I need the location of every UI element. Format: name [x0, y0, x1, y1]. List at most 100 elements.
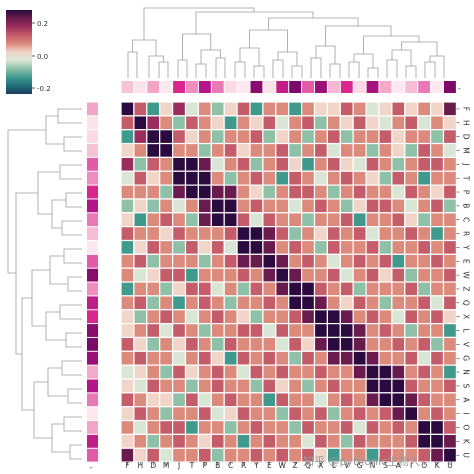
heatmap-cell	[275, 170, 290, 186]
heatmap-cell	[172, 419, 187, 435]
heatmap-cell	[197, 115, 212, 131]
heatmap-cell	[120, 419, 135, 435]
heatmap-cell	[223, 129, 238, 145]
y-tick-label: U	[461, 452, 470, 458]
heatmap-cell	[262, 198, 277, 214]
heatmap-cell	[352, 198, 367, 214]
column-side-color	[327, 81, 340, 93]
heatmap-cell	[404, 323, 419, 339]
x-tick-label: N	[370, 461, 376, 470]
y-tick-label: W	[461, 271, 470, 279]
heatmap-cell	[133, 433, 148, 449]
heatmap-cell	[301, 364, 316, 380]
heatmap-cell	[120, 323, 135, 339]
heatmap-cell	[391, 267, 406, 283]
heatmap-cell	[301, 212, 316, 228]
heatmap-cell	[262, 419, 277, 435]
column-side-color	[405, 81, 418, 93]
heatmap-cell	[184, 378, 199, 394]
heatmap-cell	[275, 406, 290, 422]
heatmap-cell	[288, 350, 303, 366]
heatmap-cell	[146, 323, 161, 339]
x-tick-label: R	[241, 461, 246, 470]
heatmap-cell	[301, 142, 316, 159]
heatmap-cell	[275, 281, 290, 297]
y-tick-label: V	[461, 342, 470, 348]
heatmap-cell	[120, 184, 135, 200]
heatmap-cell	[172, 115, 187, 131]
heatmap-cell	[417, 212, 432, 228]
heatmap-cell	[417, 184, 432, 200]
heatmap-cell	[326, 253, 341, 269]
heatmap-cell	[391, 142, 406, 159]
heatmap-cell	[133, 364, 148, 380]
heatmap-cell	[184, 350, 199, 366]
heatmap-cell	[197, 253, 212, 269]
heatmap-cell	[223, 323, 238, 339]
heatmap-cell	[339, 309, 354, 325]
heatmap-cell	[197, 212, 212, 228]
heatmap-cell	[391, 226, 406, 242]
heatmap-cell	[236, 226, 251, 242]
heatmap-cell	[430, 392, 445, 408]
heatmap-cell	[442, 115, 457, 131]
heatmap-cell	[378, 323, 393, 339]
heatmap-cell	[378, 295, 393, 311]
heatmap-cell	[262, 212, 277, 228]
y-tick-label: Q	[461, 300, 470, 306]
heatmap-cell	[404, 419, 419, 435]
heatmap-cell	[210, 323, 225, 339]
heatmap-cell	[352, 323, 367, 339]
row-side-color	[87, 199, 98, 213]
column-side-color	[392, 81, 405, 93]
heatmap-cell	[210, 198, 225, 214]
heatmap-cell	[430, 378, 445, 394]
heatmap-cell	[133, 184, 148, 200]
heatmap-cell	[326, 115, 341, 131]
heatmap-cell	[417, 392, 432, 408]
heatmap-cell	[133, 281, 148, 297]
heatmap-cell	[120, 156, 135, 172]
heatmap-cell	[197, 226, 212, 242]
x-tick-label: E	[267, 461, 272, 470]
heatmap-cell	[430, 156, 445, 172]
heatmap-cell	[391, 392, 406, 408]
heatmap-cell	[223, 433, 238, 449]
heatmap-cell	[184, 364, 199, 380]
heatmap-cell	[184, 226, 199, 242]
heatmap-cell	[249, 309, 264, 325]
heatmap-cell	[120, 239, 135, 255]
heatmap-cell	[442, 406, 457, 422]
heatmap-cell	[146, 115, 161, 131]
heatmap-cell	[249, 267, 264, 283]
heatmap-cell	[133, 253, 148, 269]
heatmap-cell	[210, 406, 225, 422]
heatmap-cell	[172, 378, 187, 394]
heatmap-cell	[172, 198, 187, 214]
x-tick-label: Y	[253, 461, 259, 470]
x-tick-label: D	[150, 461, 156, 470]
heatmap-cell	[365, 184, 380, 200]
heatmap-cell	[352, 364, 367, 380]
heatmap-cell	[262, 226, 277, 242]
heatmap-cell	[184, 392, 199, 408]
heatmap-cell	[159, 156, 174, 172]
heatmap-cell	[223, 198, 238, 214]
heatmap-cell	[339, 392, 354, 408]
heatmap-cell	[339, 156, 354, 172]
heatmap-cell	[249, 392, 264, 408]
heatmap-cell	[326, 129, 341, 145]
heatmap-cell	[120, 212, 135, 228]
column-side-color	[160, 81, 173, 93]
heatmap-cell	[378, 364, 393, 380]
heatmap-cell	[210, 115, 225, 131]
heatmap-cell	[391, 336, 406, 352]
heatmap-cell	[378, 212, 393, 228]
row-side-color	[87, 379, 98, 393]
heatmap-cell	[236, 142, 251, 159]
heatmap-cell	[339, 239, 354, 255]
heatmap-cell	[249, 378, 264, 394]
heatmap-cell	[326, 378, 341, 394]
colorbar-tick-zero: 0.0	[37, 53, 48, 61]
heatmap-cell	[365, 364, 380, 380]
